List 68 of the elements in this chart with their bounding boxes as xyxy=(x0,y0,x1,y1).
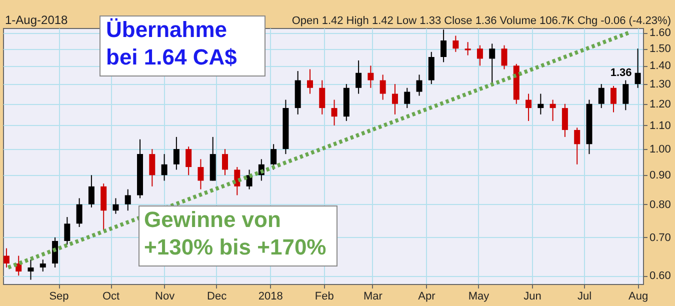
y-tick-label: 1.00 xyxy=(650,144,671,156)
candlestick xyxy=(124,188,131,212)
x-tick-label: Oct xyxy=(102,290,120,302)
candlestick xyxy=(28,259,34,280)
x-tick-label: Feb xyxy=(314,290,334,302)
text: Open 1.42 High 1.42 Low 1.33 Close 1.36 Volume 106.7K Chg -0.06 (-4.23%) xyxy=(292,15,671,27)
y-tick-label: 0.80 xyxy=(650,198,671,211)
x-tick-label: Dec xyxy=(207,290,228,302)
candlestick xyxy=(610,85,617,113)
x-tick-label: Aug xyxy=(628,290,648,302)
candlestick xyxy=(440,29,447,63)
candlestick xyxy=(634,48,641,88)
candlestick xyxy=(161,154,168,182)
x-tick-label: Nov xyxy=(155,290,176,302)
candlestick xyxy=(112,198,119,214)
x-tick-label: Jul xyxy=(578,290,592,302)
y-tick-label: 0.60 xyxy=(650,270,671,282)
candlestick xyxy=(368,65,374,88)
y-tick-label: 1.10 xyxy=(650,120,671,132)
text: 1-Aug-2018 xyxy=(5,13,68,27)
candlestick xyxy=(464,42,471,56)
candlestick xyxy=(149,148,156,187)
candlestick xyxy=(173,136,180,170)
candlestick xyxy=(392,84,398,115)
x-tick-label: Mar xyxy=(363,290,383,302)
annotation: Gewinne von +130% bis +170% xyxy=(144,207,326,260)
candlestick xyxy=(3,248,10,268)
candlestick xyxy=(64,216,70,246)
candlestick xyxy=(562,103,568,138)
candlestick xyxy=(76,198,82,228)
candlestick xyxy=(88,174,94,208)
candlestick xyxy=(380,74,386,100)
x-tick-label: 2018 xyxy=(258,290,283,302)
candlestick xyxy=(452,35,459,52)
candlestick xyxy=(40,259,46,272)
candlestick xyxy=(416,74,422,96)
candlestick xyxy=(489,43,496,85)
y-tick-label: 0.90 xyxy=(650,170,671,182)
candlestick xyxy=(526,93,532,122)
candlestick xyxy=(356,60,362,94)
candlestick xyxy=(428,51,434,85)
annotation: Übernahme bei 1.64 CA$ xyxy=(106,17,237,70)
y-tick-label: 1.40 xyxy=(650,60,671,72)
candlestick xyxy=(501,44,508,70)
candlestick xyxy=(331,99,338,126)
annotation: 1.36 xyxy=(610,66,632,79)
y-tick-label: 1.20 xyxy=(650,98,671,110)
y-tick-label: 1.50 xyxy=(650,43,671,56)
candlestick xyxy=(404,87,410,109)
candlestick xyxy=(186,146,192,176)
x-tick-label: Apr xyxy=(418,290,436,302)
y-tick-label: 0.70 xyxy=(650,232,671,244)
candlestick xyxy=(306,68,313,94)
candlestick xyxy=(270,144,277,170)
candlestick xyxy=(622,80,629,111)
candlestick xyxy=(476,44,483,66)
candlestick xyxy=(538,93,544,115)
candlestick xyxy=(574,127,580,165)
x-tick-label: Sep xyxy=(49,290,69,302)
y-tick-label: 1.60 xyxy=(650,27,671,40)
candlestick xyxy=(222,148,228,176)
candlestick xyxy=(198,158,204,190)
candlestick xyxy=(598,84,604,109)
candlestick xyxy=(319,80,326,115)
x-tick-label: Jun xyxy=(524,290,542,302)
x-tick-label: May xyxy=(468,290,490,302)
candlestick xyxy=(550,99,556,122)
y-tick-label: 1.30 xyxy=(650,78,671,91)
